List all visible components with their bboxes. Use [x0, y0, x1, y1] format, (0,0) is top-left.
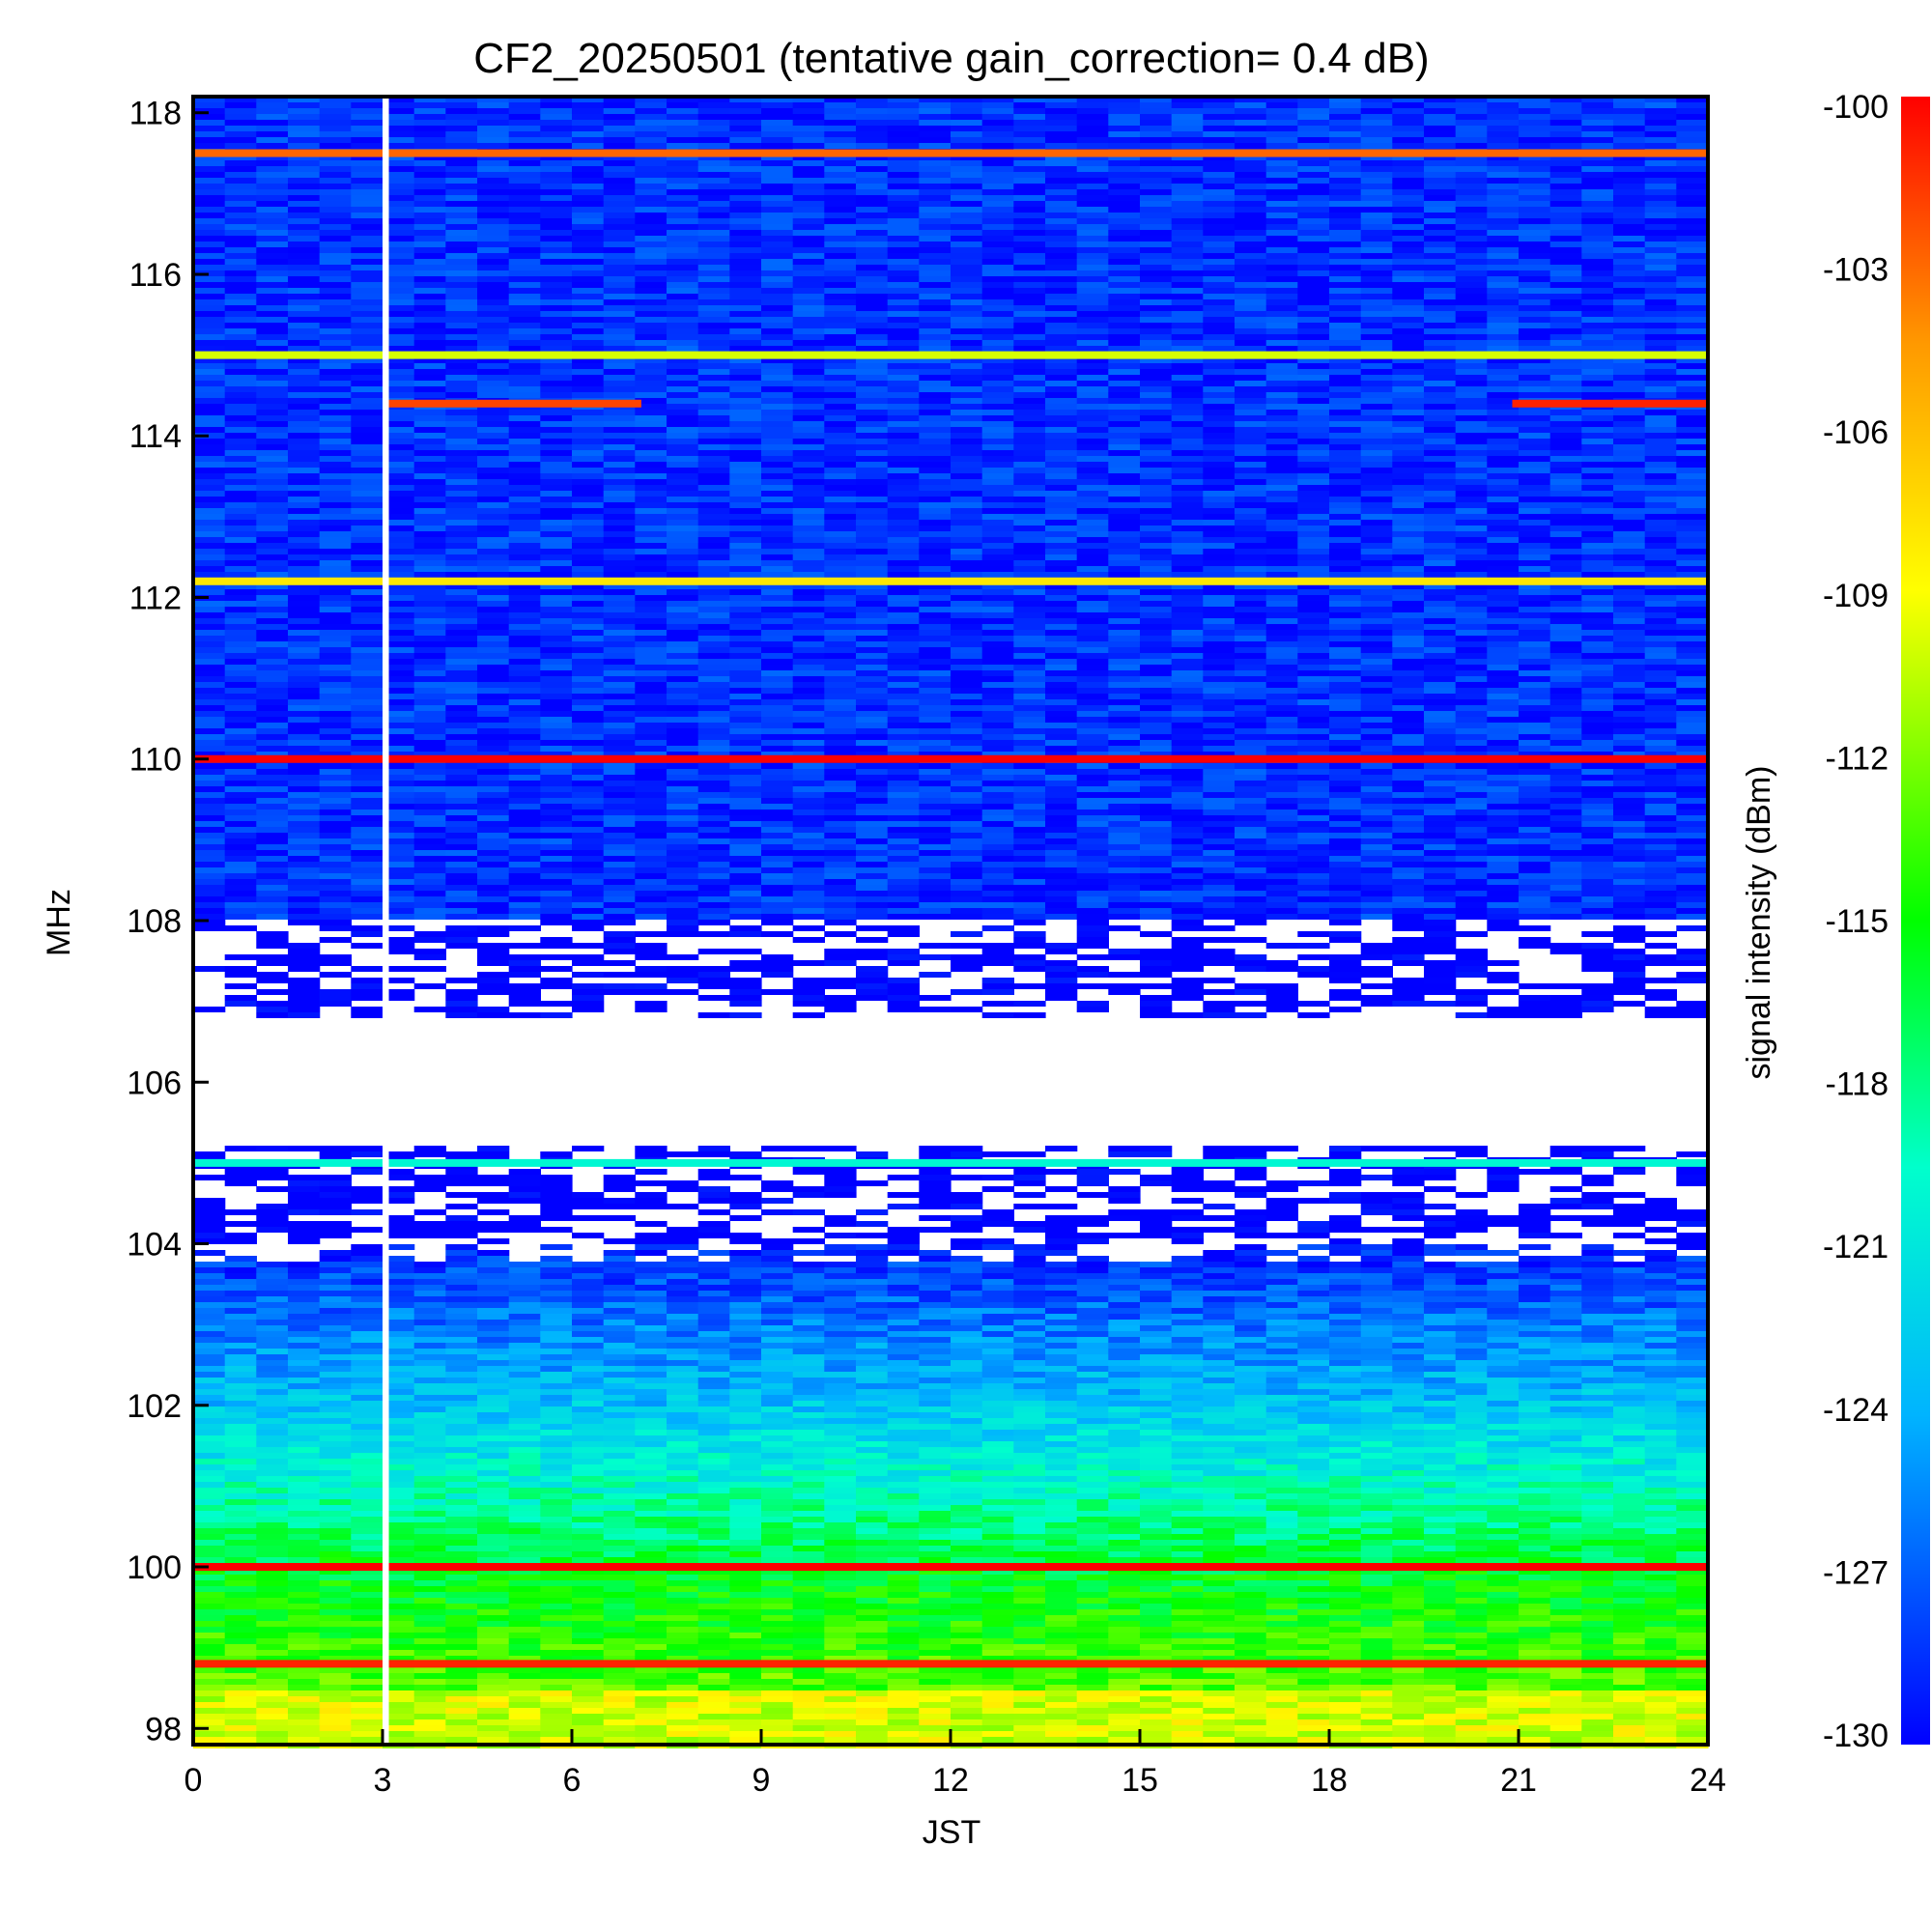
- y-tick-label: 108: [127, 903, 182, 940]
- colorbar-tick-label: -124: [1823, 1392, 1889, 1429]
- x-tick-label: 12: [932, 1762, 969, 1799]
- colorbar-tick-label: -127: [1823, 1554, 1889, 1591]
- signal-band-8: [193, 1660, 1708, 1668]
- y-tick-label: 114: [129, 418, 182, 455]
- y-tick-label: 98: [145, 1711, 182, 1747]
- colorbar-tick-label: -103: [1823, 252, 1889, 289]
- colorbar-tick-label: -118: [1825, 1066, 1889, 1103]
- y-axis-label: MHz: [41, 889, 77, 956]
- y-tick-label: 100: [127, 1549, 182, 1586]
- x-tick-label: 24: [1690, 1762, 1726, 1799]
- colorbar-label: signal intensity (dBm): [1741, 765, 1777, 1079]
- y-tick-label: 102: [127, 1388, 182, 1425]
- x-axis: 0 3 6 9 12 15 18 21 24: [185, 1729, 1726, 1799]
- signal-band-5: [193, 754, 1708, 763]
- y-tick-label: 118: [129, 96, 182, 132]
- x-tick-label: 21: [1500, 1762, 1537, 1799]
- signal-band-7: [193, 1563, 1708, 1572]
- x-tick-label: 9: [753, 1762, 771, 1799]
- colorbar-tick-label: -112: [1825, 740, 1889, 777]
- heatmap-cells: [193, 97, 1709, 1748]
- signal-band-1: [193, 351, 1708, 359]
- signal-band-2: [388, 399, 641, 408]
- colorbar-tick-label: -106: [1823, 414, 1889, 451]
- colorbar-tick-label: -130: [1823, 1718, 1889, 1754]
- x-axis-label: JST: [923, 1814, 980, 1851]
- chart-title: CF2_20250501 (tentative gain_correction=…: [473, 35, 1429, 82]
- signal-band-4: [193, 577, 1708, 585]
- x-tick-label: 18: [1311, 1762, 1348, 1799]
- x-tick-label: 15: [1122, 1762, 1158, 1799]
- signal-band-3: [1512, 399, 1708, 408]
- colorbar-tick-label: -115: [1825, 903, 1889, 940]
- colorbar: [1901, 97, 1930, 1745]
- signal-bands: [193, 149, 1708, 1668]
- colorbar-ticks: -100 -103 -106 -109 -112 -115 -118 -121 -124 -127…: [1823, 89, 1889, 1754]
- y-tick-label: 112: [129, 580, 182, 616]
- signal-band-6: [193, 1158, 1708, 1167]
- data-gap: [383, 97, 389, 1745]
- y-tick-label: 116: [129, 257, 182, 294]
- plot-area: [191, 95, 1710, 1748]
- y-axis: 98 100 102 104 106 108 110 112 114 116 118: [127, 96, 209, 1747]
- x-tick-label: 6: [563, 1762, 582, 1799]
- y-tick-label: 104: [127, 1227, 182, 1264]
- x-tick-label: 0: [185, 1762, 203, 1799]
- colorbar-tick-label: -100: [1823, 89, 1889, 126]
- y-tick-label: 110: [129, 742, 182, 779]
- colorbar-tick-label: -109: [1823, 578, 1889, 614]
- x-tick-label: 3: [374, 1762, 392, 1799]
- signal-band-0: [193, 149, 1708, 157]
- y-tick-label: 106: [127, 1065, 182, 1101]
- colorbar-tick-label: -121: [1823, 1229, 1889, 1265]
